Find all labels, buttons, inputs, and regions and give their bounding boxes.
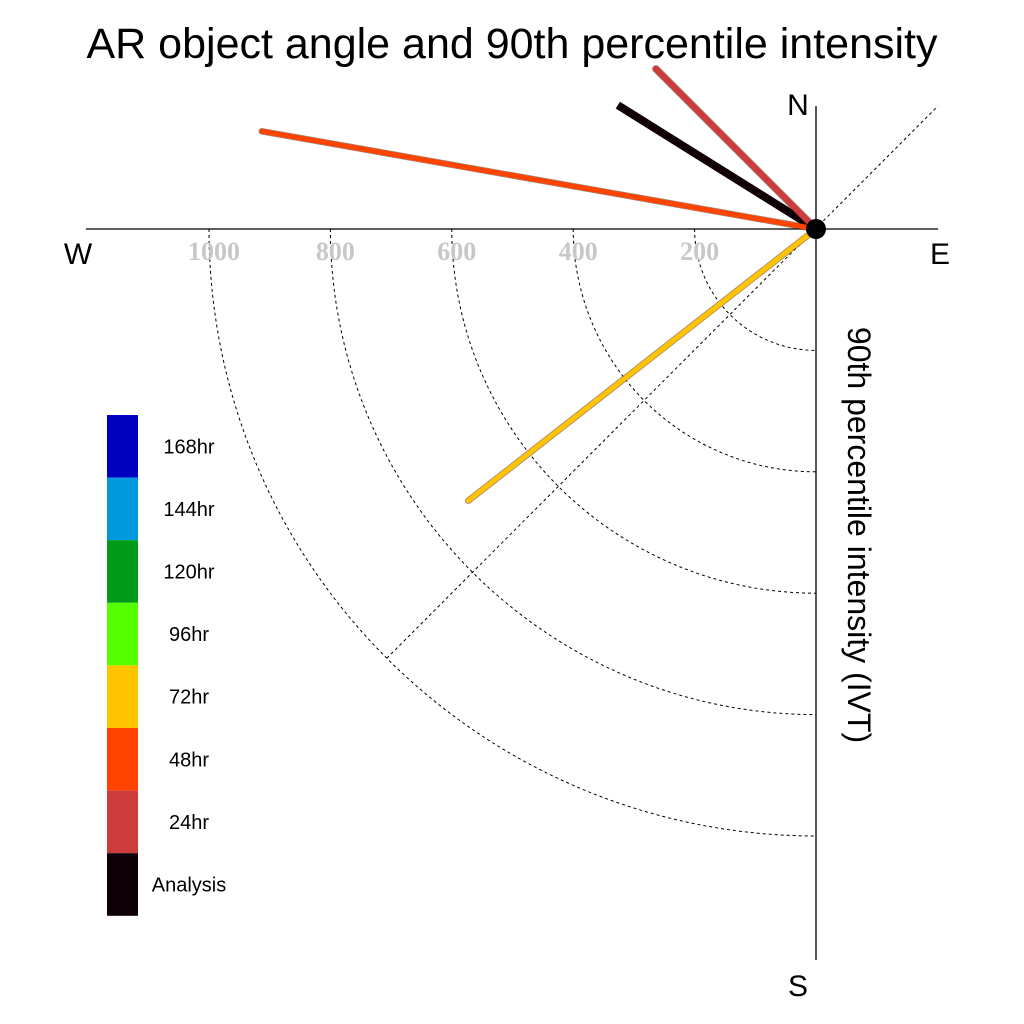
chart-title: AR object angle and 90th percentile inte…: [87, 20, 938, 68]
tick-label-800: 800: [316, 237, 355, 266]
radial-tick-labels: 200 400 600 800 1000: [188, 237, 719, 266]
range-ring-200: [694, 228, 817, 351]
legend-label-48hr: 48hr: [169, 749, 209, 771]
tick-label-200: 200: [680, 237, 719, 266]
range-ring-1000: [208, 228, 817, 837]
range-ring-400: [572, 228, 817, 473]
legend-swatch-120hr: [107, 540, 138, 603]
legend-label-24hr: 24hr: [169, 812, 209, 834]
tick-label-600: 600: [437, 237, 476, 266]
compass-east-label: E: [930, 238, 950, 271]
series-vectors: [258, 65, 826, 504]
tick-label-400: 400: [559, 237, 598, 266]
legend-label-144hr: 144hr: [163, 499, 214, 521]
tick-label-1000: 1000: [188, 237, 240, 266]
legend: 168hr 144hr 120hr 96hr 72hr 48hr 24hr Analysis: [107, 415, 226, 916]
legend-label-120hr: 120hr: [163, 562, 214, 584]
diagonal-reference-line: [386, 105, 939, 659]
legend-swatch-48hr: [107, 728, 138, 791]
range-ring-800: [329, 228, 817, 716]
polar-grid: [208, 105, 939, 837]
vector-24hr: [652, 65, 819, 232]
legend-label-72hr: 72hr: [169, 687, 209, 709]
legend-swatch-24hr: [107, 790, 138, 854]
legend-label-96hr: 96hr: [169, 624, 209, 646]
legend-swatch-168hr: [107, 415, 138, 478]
y-axis-label: 90th percentile intensity (IVT): [841, 327, 877, 743]
range-ring-600: [451, 228, 817, 594]
compass-axes: [86, 106, 938, 960]
legend-label-analysis: Analysis: [152, 875, 226, 897]
compass-west-label: W: [64, 238, 93, 271]
legend-label-168hr: 168hr: [163, 436, 214, 458]
legend-swatch-144hr: [107, 477, 138, 541]
origin-point: [806, 219, 826, 239]
legend-swatch-72hr: [107, 665, 138, 728]
compass-south-label: S: [788, 970, 808, 1003]
legend-swatch-96hr: [107, 602, 138, 666]
legend-swatch-analysis: [107, 853, 138, 916]
vector-48hr: [259, 128, 819, 232]
vector-72hr: [465, 226, 819, 504]
compass-north-label: N: [787, 89, 809, 122]
vector-analysis: [615, 101, 819, 233]
